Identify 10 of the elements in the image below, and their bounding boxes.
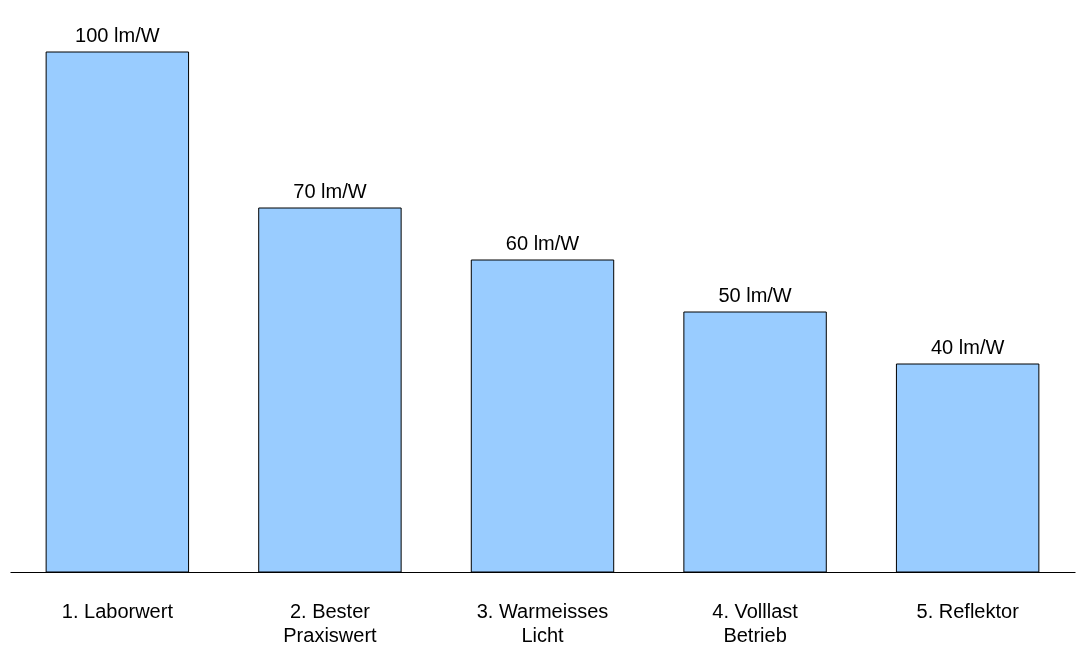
x-tick-label: 5. Reflektor [916, 600, 1020, 622]
data-label: 50 lm/W [718, 284, 792, 306]
data-label: 100 lm/W [75, 24, 160, 46]
data-label: 70 lm/W [293, 180, 367, 202]
data-label: 40 lm/W [930, 336, 1005, 358]
data-label: 60 lm/W [505, 232, 580, 254]
x-tick-label: 4. Volllast Betrieb [712, 600, 799, 646]
x-tick-label: 2. Bester Praxiswert [283, 600, 378, 646]
x-tick-label: 3. Warmeisses Licht [476, 600, 609, 646]
x-tick-label: 1. Laborwert [61, 600, 174, 622]
